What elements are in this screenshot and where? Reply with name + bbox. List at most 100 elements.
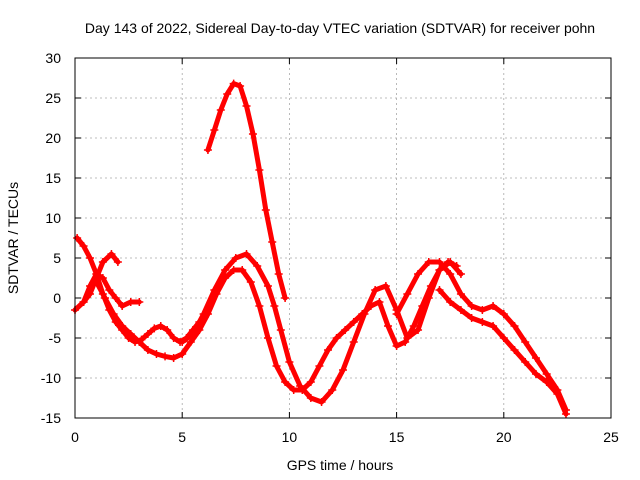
data-point-marker: [531, 354, 540, 362]
data-point-marker: [178, 338, 187, 346]
data-point-marker: [531, 370, 540, 378]
data-point-marker: [424, 258, 433, 266]
plot-frame: [74, 57, 612, 419]
data-point-marker: [521, 338, 530, 346]
data-point-marker: [456, 306, 465, 314]
data-point-marker: [73, 234, 82, 242]
x-axis-label: GPS time / hours: [287, 457, 394, 473]
data-point-marker: [349, 318, 358, 326]
data-point-marker: [456, 290, 465, 298]
data-point-marker: [135, 298, 144, 306]
data-point-marker: [161, 352, 170, 361]
y-tick-label: 15: [45, 170, 61, 186]
data-point-marker: [253, 262, 262, 270]
data-point-marker: [236, 82, 245, 90]
y-tick-label: 5: [53, 250, 61, 266]
data-point-marker: [221, 266, 230, 274]
data-point-marker: [143, 330, 152, 338]
data-point-marker: [169, 354, 178, 362]
data-point-marker: [223, 90, 232, 98]
data-point-marker: [341, 326, 350, 334]
data-point-marker: [381, 282, 390, 290]
data-point-marker: [414, 270, 423, 278]
x-tick-label: 25: [603, 429, 619, 445]
data-series-layer: [71, 79, 570, 418]
data-point-marker: [188, 330, 197, 338]
data-point-marker: [456, 270, 465, 278]
data-point-marker: [105, 286, 114, 294]
data-point-marker: [323, 346, 332, 354]
data-point-marker: [332, 334, 341, 342]
data-point-marker: [143, 346, 152, 354]
data-point-marker: [210, 286, 219, 294]
data-point-marker: [435, 266, 444, 274]
y-tick-label: 25: [45, 90, 61, 106]
data-point-marker: [118, 302, 127, 310]
data-point-marker: [414, 326, 423, 334]
data-point-marker: [328, 386, 337, 394]
x-tick-label: 0: [71, 429, 79, 445]
data-point-marker: [156, 322, 165, 330]
data-point-marker: [489, 302, 498, 310]
data-point-marker: [210, 126, 219, 134]
data-point-marker: [392, 342, 401, 350]
data-point-marker: [467, 302, 476, 310]
data-point-marker: [424, 294, 433, 302]
data-point-marker: [229, 79, 238, 88]
x-tick-label: 10: [282, 429, 298, 445]
data-point-marker: [163, 326, 172, 334]
data-point-marker: [446, 298, 455, 306]
data-point-marker: [499, 310, 508, 318]
data-point-marker: [135, 338, 144, 346]
data-point-marker: [79, 242, 88, 250]
data-point-marker: [289, 386, 298, 394]
series-trace-8: [435, 286, 570, 418]
data-point-marker: [478, 318, 487, 326]
data-point-marker: [542, 370, 551, 378]
data-point-marker: [403, 334, 412, 342]
data-point-marker: [392, 310, 401, 318]
data-point-marker: [339, 366, 347, 374]
series-trace-3: [79, 250, 122, 306]
data-point-marker: [281, 294, 290, 302]
data-point-marker: [199, 310, 208, 318]
data-point-marker: [446, 270, 455, 278]
y-tick-label: -5: [49, 330, 62, 346]
data-point-marker: [489, 322, 498, 330]
data-point-marker: [296, 382, 305, 390]
data-point-marker: [86, 290, 95, 298]
data-point-marker: [349, 338, 358, 346]
data-point-marker: [126, 330, 135, 338]
data-point-marker: [317, 398, 326, 406]
data-point-marker: [521, 358, 530, 366]
data-point-marker: [510, 322, 519, 330]
data-point-marker: [409, 322, 418, 330]
data-point-marker: [446, 258, 455, 266]
data-point-marker: [238, 266, 247, 274]
data-point-marker: [231, 254, 240, 262]
data-point-marker: [98, 258, 107, 266]
data-point-marker: [435, 258, 444, 266]
data-point-marker: [403, 290, 412, 298]
x-tick-label: 15: [389, 429, 405, 445]
data-point-marker: [542, 378, 551, 386]
series-trace-6: [203, 79, 290, 302]
data-point-marker: [285, 358, 294, 366]
data-point-marker: [255, 302, 264, 310]
y-tick-label: 30: [45, 50, 61, 66]
data-point-marker: [371, 286, 380, 294]
data-point-marker: [306, 378, 315, 386]
data-point-marker: [203, 146, 212, 154]
data-point-marker: [375, 298, 384, 306]
data-point-marker: [561, 410, 570, 418]
data-point-marker: [276, 326, 285, 334]
data-point-marker: [113, 258, 122, 266]
data-point-marker: [467, 314, 476, 322]
data-point-marker: [246, 278, 255, 286]
data-point-marker: [306, 394, 315, 402]
series-trace-4: [92, 258, 461, 394]
y-tick-label: 10: [45, 210, 61, 226]
data-point-marker: [248, 130, 257, 138]
data-point-marker: [178, 350, 187, 358]
